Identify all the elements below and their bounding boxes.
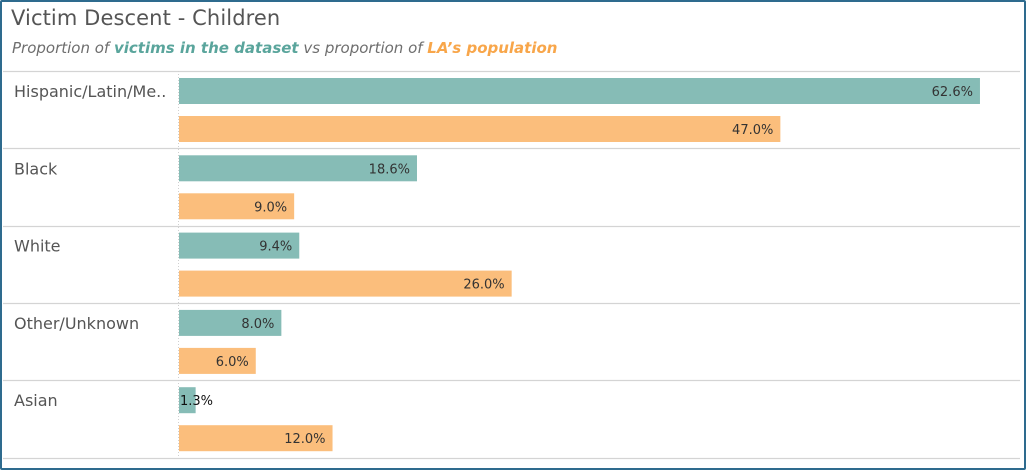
value-label: 6.0% — [216, 355, 249, 370]
category-label: Asian — [14, 391, 58, 410]
category-label: White — [14, 237, 61, 256]
subtitle-prefix: Proportion of — [12, 39, 114, 57]
bar-victims — [179, 155, 417, 182]
bar-victims — [179, 309, 282, 336]
bar-victims — [179, 387, 196, 414]
category-label: Hispanic/Latin/Me.. — [14, 82, 166, 101]
bar-population — [179, 425, 333, 452]
bar-population — [179, 270, 512, 297]
bar-victims — [179, 232, 300, 259]
chart-title: Victim Descent - Children — [11, 6, 281, 30]
value-label: 8.0% — [241, 317, 274, 332]
value-label: 18.6% — [369, 162, 410, 177]
value-label: 62.6% — [932, 85, 973, 100]
bar-victims — [179, 78, 980, 104]
value-label: 12.0% — [284, 432, 325, 447]
bar-population — [179, 347, 256, 374]
bar-population — [179, 116, 781, 142]
subtitle-series-victims: victims in the dataset — [113, 39, 299, 57]
value-label: 1.3% — [180, 394, 213, 409]
value-label: 26.0% — [463, 278, 504, 293]
category-label: Black — [14, 159, 58, 178]
value-label: 47.0% — [732, 123, 773, 138]
value-label: 9.4% — [259, 240, 292, 255]
category-label: Other/Unknown — [14, 314, 139, 333]
value-label: 9.0% — [254, 200, 287, 215]
subtitle-series-population: LA’s population — [427, 39, 558, 57]
bar-population — [179, 193, 295, 220]
subtitle-middle: vs proportion of — [298, 39, 428, 57]
chart-subtitle: Proportion of victims in the dataset vs … — [12, 39, 557, 57]
